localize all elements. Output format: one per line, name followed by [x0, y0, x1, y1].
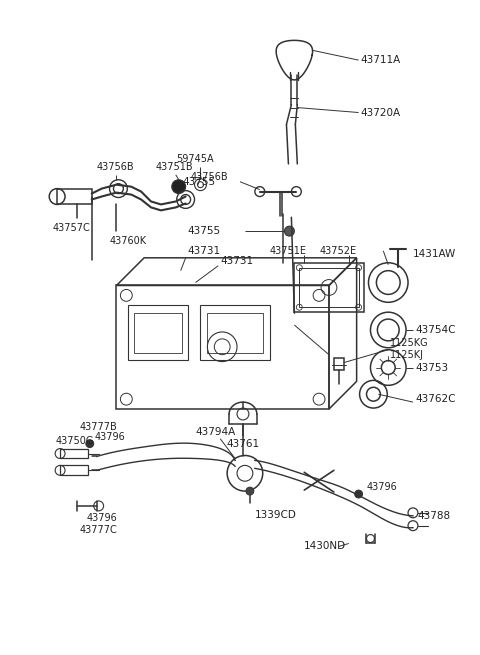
Text: 43762C: 43762C: [415, 394, 456, 404]
Text: 43755: 43755: [182, 177, 216, 187]
Bar: [294, 263, 363, 312]
Text: 43756B: 43756B: [96, 162, 134, 172]
Circle shape: [285, 226, 294, 236]
Bar: [201, 305, 270, 360]
Circle shape: [172, 179, 186, 194]
Bar: [57, 189, 92, 204]
Circle shape: [355, 490, 362, 498]
Text: 43711A: 43711A: [360, 55, 401, 65]
Bar: [207, 313, 263, 352]
Text: 1430ND: 1430ND: [304, 542, 347, 552]
Text: 43731: 43731: [220, 256, 253, 266]
Text: 1125KG: 1125KG: [390, 338, 429, 348]
Text: 43751E: 43751E: [270, 246, 307, 256]
Bar: [300, 268, 359, 307]
Text: 43777C: 43777C: [80, 525, 118, 534]
Text: 43794A: 43794A: [195, 427, 236, 437]
Bar: [134, 313, 182, 352]
Circle shape: [86, 440, 94, 447]
Text: 43755: 43755: [187, 226, 220, 236]
Text: 43761: 43761: [227, 439, 260, 449]
Text: 43757C: 43757C: [52, 223, 90, 233]
Text: 43756B: 43756B: [191, 172, 228, 182]
Text: 43788: 43788: [418, 511, 451, 521]
Text: 1125KJ: 1125KJ: [390, 350, 424, 360]
Text: 43731: 43731: [188, 246, 221, 256]
Bar: [60, 449, 88, 458]
Text: 59745A: 59745A: [176, 154, 214, 164]
Text: 43796: 43796: [95, 432, 125, 441]
Circle shape: [246, 487, 254, 495]
Text: 43796: 43796: [87, 513, 118, 523]
Text: 43777B: 43777B: [80, 422, 118, 432]
Bar: [128, 305, 188, 360]
Text: 43753: 43753: [415, 362, 448, 373]
Bar: [117, 286, 329, 409]
Text: 43751B: 43751B: [156, 162, 193, 172]
Text: 43752E: 43752E: [319, 246, 356, 256]
Bar: [334, 358, 344, 369]
Text: 43754C: 43754C: [415, 325, 456, 335]
Text: 1431AW: 1431AW: [413, 249, 456, 259]
Text: 43720A: 43720A: [360, 107, 401, 117]
Text: 43750G: 43750G: [55, 436, 94, 445]
Text: 43760K: 43760K: [109, 236, 147, 246]
Bar: [60, 466, 88, 476]
Text: 1339CD: 1339CD: [255, 510, 297, 520]
Text: 43796: 43796: [367, 482, 397, 492]
